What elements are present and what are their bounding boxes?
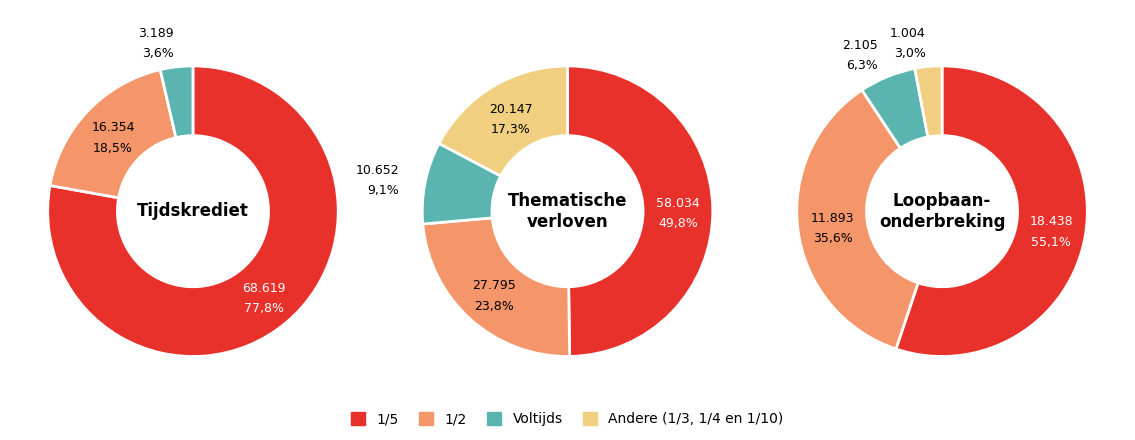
- Text: Tijdskrediet: Tijdskrediet: [137, 202, 249, 220]
- Text: 18.438: 18.438: [1029, 215, 1073, 228]
- Text: 23,8%: 23,8%: [473, 300, 513, 313]
- Wedge shape: [422, 143, 501, 224]
- Wedge shape: [896, 66, 1087, 356]
- Text: 68.619: 68.619: [242, 282, 286, 295]
- Text: 20.147: 20.147: [489, 103, 532, 116]
- Text: 9,1%: 9,1%: [368, 184, 400, 197]
- Text: 27.795: 27.795: [472, 279, 515, 293]
- Text: 18,5%: 18,5%: [93, 142, 133, 154]
- Text: 77,8%: 77,8%: [244, 302, 284, 315]
- Wedge shape: [50, 70, 176, 198]
- Wedge shape: [48, 66, 338, 356]
- Legend: 1/5, 1/2, Voltijds, Andere (1/3, 1/4 en 1/10): 1/5, 1/2, Voltijds, Andere (1/3, 1/4 en …: [344, 405, 791, 433]
- Text: 16.354: 16.354: [91, 121, 135, 134]
- Wedge shape: [861, 69, 928, 148]
- Text: Thematische
verloven: Thematische verloven: [507, 192, 628, 231]
- Text: 3,6%: 3,6%: [142, 48, 174, 60]
- Text: 35,6%: 35,6%: [813, 232, 852, 245]
- Text: 11.893: 11.893: [810, 212, 855, 225]
- Text: 10.652: 10.652: [355, 164, 400, 176]
- Wedge shape: [797, 90, 918, 349]
- Text: 49,8%: 49,8%: [658, 217, 698, 230]
- Text: 17,3%: 17,3%: [490, 123, 530, 136]
- Text: Loopbaan-
onderbreking: Loopbaan- onderbreking: [878, 192, 1006, 231]
- Text: 3.189: 3.189: [137, 27, 174, 40]
- Text: 6,3%: 6,3%: [846, 59, 877, 72]
- Text: 55,1%: 55,1%: [1031, 235, 1071, 249]
- Wedge shape: [439, 66, 568, 176]
- Wedge shape: [568, 66, 713, 356]
- Text: 1.004: 1.004: [890, 27, 926, 40]
- Wedge shape: [160, 66, 193, 138]
- Text: 3,0%: 3,0%: [894, 47, 926, 60]
- Text: 58.034: 58.034: [656, 197, 700, 209]
- Wedge shape: [423, 218, 570, 356]
- Text: 2.105: 2.105: [842, 39, 877, 51]
- Wedge shape: [915, 66, 942, 137]
